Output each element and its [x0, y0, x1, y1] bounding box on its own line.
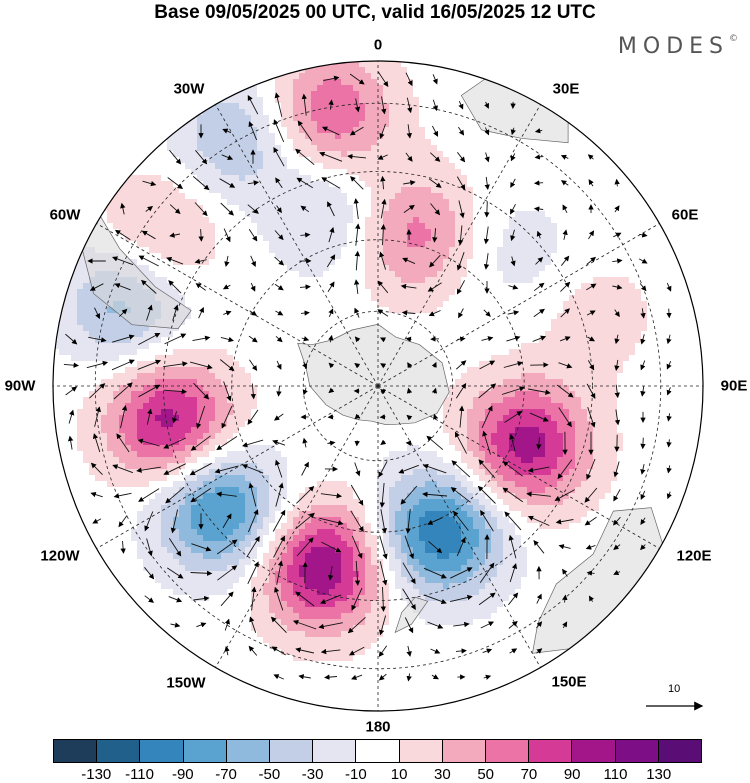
brand-mark: ©	[729, 34, 738, 44]
reference-vector-label: 10	[668, 683, 681, 695]
colorbar-tick-label: -110	[125, 766, 154, 783]
lon-label-90e: 90E	[720, 377, 748, 395]
colorbar-tick-label: 110	[603, 766, 628, 783]
colorbar-swatch	[183, 740, 227, 762]
landmasses	[79, 74, 666, 654]
lon-label-180: 180	[365, 718, 391, 736]
colorbar-tick-label: -90	[171, 766, 194, 783]
colorbar	[53, 739, 702, 763]
lon-label-120e: 120E	[676, 547, 712, 565]
colorbar-tick-label: -50	[258, 766, 281, 783]
colorbar-tick-label: -70	[215, 766, 237, 783]
wind-vectors	[63, 71, 672, 682]
colorbar-swatch	[658, 740, 702, 762]
colorbar-tick-label: 50	[477, 766, 494, 783]
colorbar-swatch	[615, 740, 659, 762]
lon-label-0: 0	[373, 36, 383, 54]
graticule	[53, 61, 703, 711]
brand-text: MODES	[617, 34, 729, 59]
map-boundary	[52, 60, 704, 712]
modes-logo: MODES©	[618, 34, 738, 59]
colorbar-ticks: -130 -110 -90 -70 -50 -30 -10 10 30 50 70 90 110 130	[53, 766, 702, 783]
lon-label-30w: 30W	[173, 80, 205, 98]
lon-label-90w: 90W	[4, 377, 36, 395]
chart-title: Base 09/05/2025 00 UTC, valid 16/05/2025…	[154, 2, 596, 23]
new-zealand-landmass	[394, 596, 429, 634]
colorbar-tick-label: -10	[345, 766, 367, 783]
colorbar-swatch	[529, 740, 573, 762]
colorbar-tick-label: 90	[563, 766, 581, 783]
colorbar-tick-label: 130	[646, 766, 672, 783]
lon-label-60e: 60E	[671, 206, 699, 224]
colorbar-tick-label: 70	[520, 766, 538, 783]
colorbar-tick-label: -30	[301, 766, 324, 783]
colorbar-tick-label: 30	[434, 766, 451, 783]
colorbar-tick-label: 10	[390, 766, 408, 783]
lon-label-30e: 30E	[552, 80, 580, 98]
colorbar-swatch	[226, 740, 271, 762]
colorbar-swatch	[486, 740, 530, 762]
lon-label-150w: 150W	[166, 674, 206, 692]
colorbar-swatch	[313, 740, 357, 762]
colorbar-swatch	[54, 740, 98, 762]
lon-label-120w: 120W	[40, 547, 80, 565]
lon-label-60w: 60W	[49, 206, 81, 224]
reference-vector-arrow	[646, 701, 704, 711]
colorbar-swatch	[97, 740, 141, 762]
colorbar-swatch	[140, 740, 184, 762]
colorbar-swatch	[572, 740, 616, 762]
colorbar-swatch	[442, 740, 487, 762]
colorbar-swatch	[270, 740, 314, 762]
colorbar-swatch	[356, 740, 400, 762]
colorbar-tick-label: -130	[81, 766, 112, 783]
lon-label-150e: 150E	[551, 673, 587, 691]
colorbar-swatch	[399, 740, 443, 762]
antarctica-landmass	[297, 323, 450, 425]
